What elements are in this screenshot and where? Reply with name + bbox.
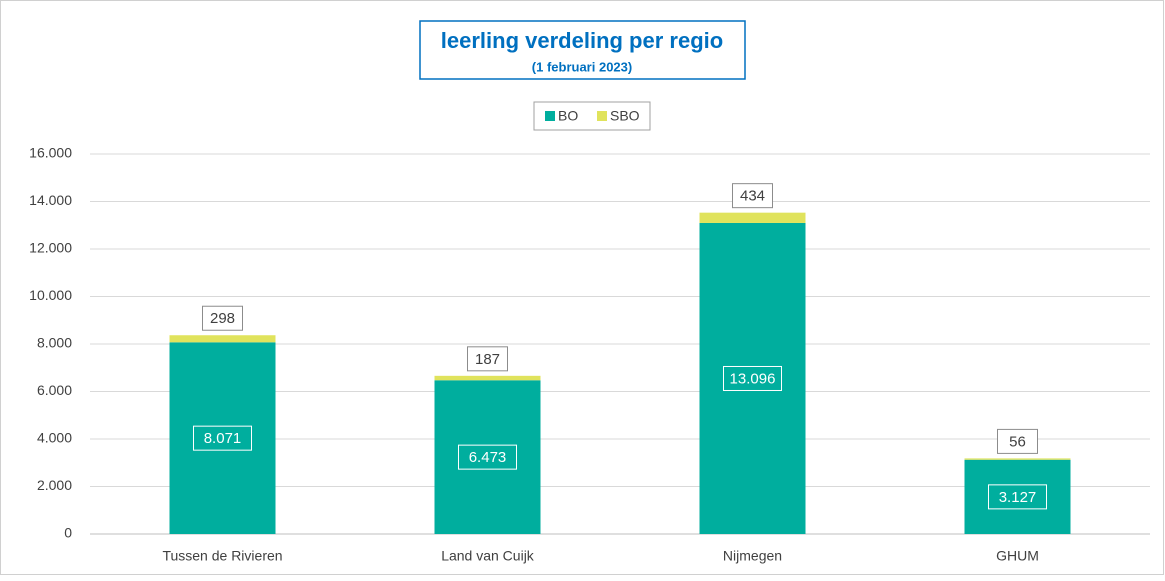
data-label-box: [193, 425, 252, 451]
bar-segment: [169, 335, 276, 343]
bar-segment: [169, 342, 276, 534]
data-label: 434: [740, 188, 765, 205]
x-tick-label: Nijmegen: [723, 548, 782, 564]
data-label-box: [988, 484, 1047, 510]
chart-title: leerling verdeling per regio: [441, 28, 723, 53]
bar-segment: [434, 380, 541, 534]
bar-segment: [699, 212, 806, 223]
bar-segment: [699, 222, 806, 534]
data-label-box: [723, 365, 782, 391]
y-tick-label: 10.000: [29, 287, 72, 303]
data-label: 187: [475, 351, 500, 368]
data-label-box: [997, 428, 1038, 454]
y-tick-label: 8.000: [37, 335, 72, 351]
data-label: 8.071: [204, 430, 242, 447]
data-label: 298: [210, 310, 235, 327]
data-label: 6.473: [469, 449, 507, 466]
y-tick-label: 4.000: [37, 430, 72, 446]
legend-label: BO: [558, 108, 578, 124]
y-tick-label: 2.000: [37, 477, 72, 493]
x-tick-label: Tussen de Rivieren: [162, 548, 282, 564]
data-label-box: [458, 444, 517, 470]
bar-segment: [964, 458, 1071, 460]
legend-swatch: [597, 111, 607, 121]
y-tick-label: 16.000: [29, 145, 72, 161]
x-tick-label: GHUM: [996, 548, 1039, 564]
bar-segment: [434, 375, 541, 381]
data-label-box: [732, 183, 773, 209]
data-label: 56: [1009, 433, 1026, 450]
bar-segment: [964, 459, 1071, 534]
y-tick-label: 6.000: [37, 382, 72, 398]
data-label-box: [202, 305, 243, 331]
data-label: 13.096: [730, 370, 776, 387]
legend-label: SBO: [610, 108, 640, 124]
title-box: [419, 20, 746, 80]
x-tick-label: Land van Cuijk: [441, 548, 535, 564]
chart-subtitle: (1 februari 2023): [532, 59, 632, 74]
y-tick-label: 0: [64, 525, 72, 541]
y-tick-label: 12.000: [29, 240, 72, 256]
data-label-box: [467, 346, 508, 372]
data-label: 3.127: [999, 489, 1037, 506]
legend-swatch: [545, 111, 555, 121]
y-tick-label: 14.000: [29, 192, 72, 208]
